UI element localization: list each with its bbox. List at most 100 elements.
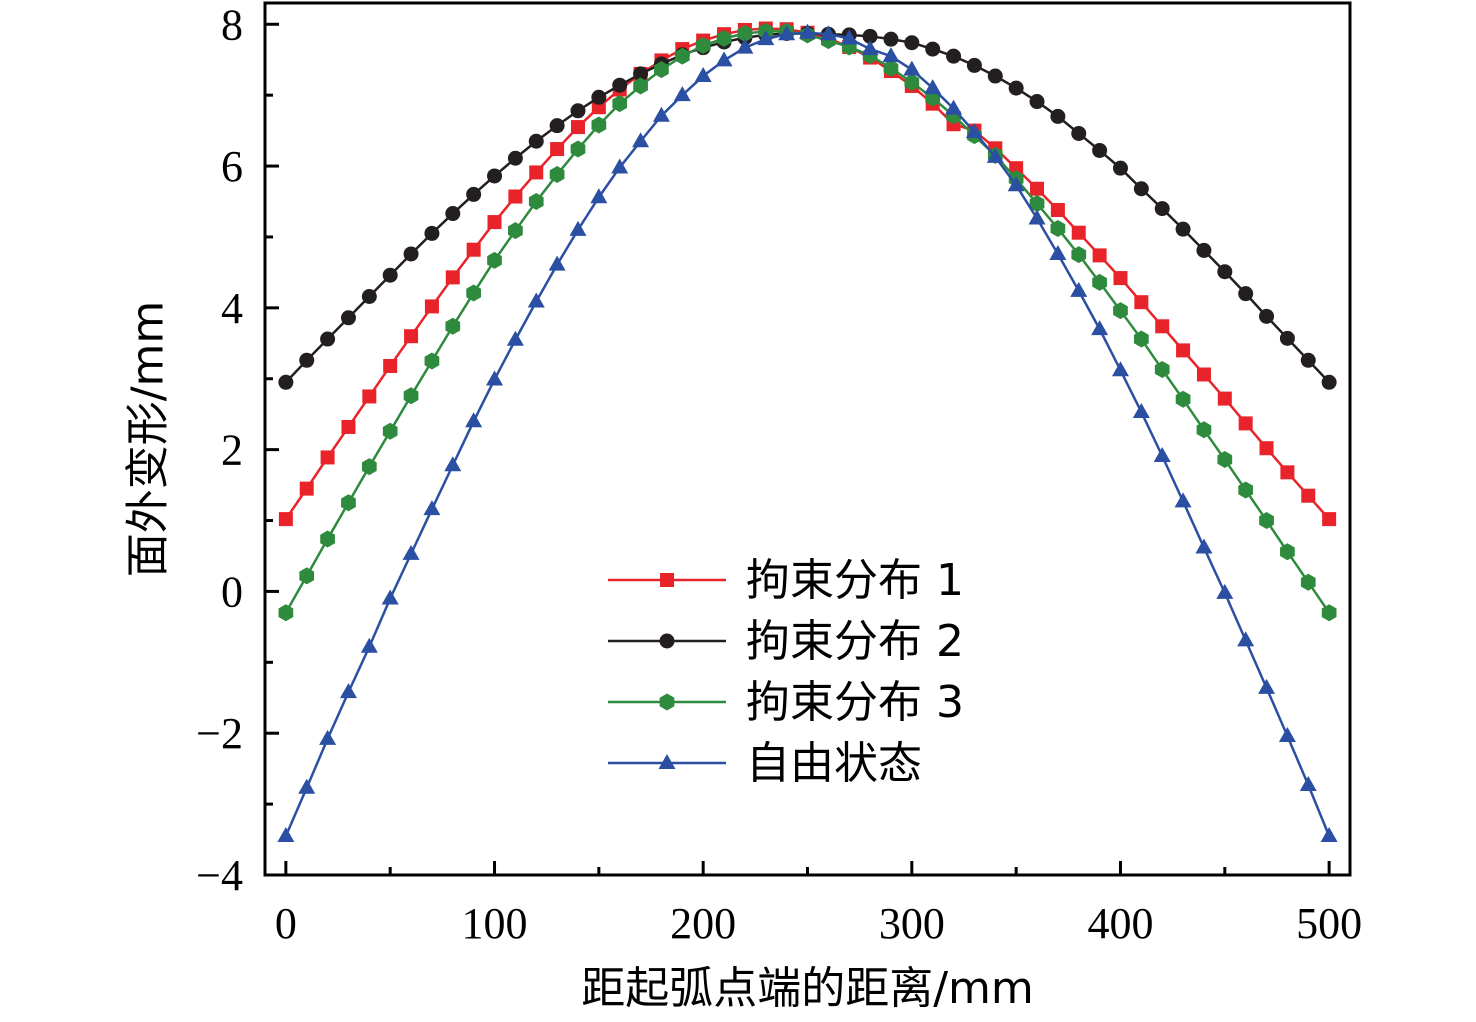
x-axis-label: 距起弧点端的距离/mm — [581, 963, 1034, 1014]
series-group — [277, 21, 1338, 843]
data-point — [633, 77, 648, 95]
data-point — [715, 51, 733, 67]
data-point — [736, 38, 754, 54]
data-point — [1030, 181, 1045, 196]
data-point — [1237, 631, 1255, 647]
y-axis-label: 面外变形/mm — [123, 301, 174, 578]
x-tick-labels: 0 100 200 300 400 500 — [275, 899, 1362, 948]
data-point — [486, 370, 504, 386]
series-line — [284, 32, 1331, 384]
legend: 拘束分布 1 拘束分布 2 拘束分布 3 自由状态 — [608, 555, 964, 789]
data-point — [945, 99, 963, 115]
y-tick-label: 8 — [221, 0, 243, 49]
data-point — [862, 28, 878, 44]
data-point — [1216, 583, 1234, 599]
legend-item: 拘束分布 3 — [608, 677, 964, 728]
data-point — [402, 544, 420, 560]
data-point — [819, 25, 837, 41]
data-point — [1238, 286, 1254, 302]
data-point — [298, 778, 316, 794]
data-point — [1092, 248, 1107, 263]
data-point — [1154, 361, 1170, 379]
data-point — [1113, 271, 1128, 286]
data-point — [778, 25, 796, 41]
legend-marker — [660, 573, 674, 587]
data-point — [1196, 421, 1212, 439]
data-point — [652, 106, 670, 122]
data-point — [528, 193, 544, 210]
legend-label: 自由状态 — [746, 738, 922, 789]
data-point — [445, 270, 460, 285]
data-point — [424, 299, 439, 314]
data-point — [382, 422, 398, 440]
data-point — [925, 41, 941, 57]
legend-marker — [658, 754, 676, 769]
x-tick-label: 0 — [275, 899, 297, 948]
data-point — [1279, 330, 1295, 346]
data-point — [445, 317, 461, 335]
data-point — [549, 118, 565, 134]
data-point — [466, 242, 481, 257]
x-tick-label: 400 — [1087, 899, 1153, 948]
data-point — [924, 79, 942, 95]
data-point — [1111, 361, 1129, 377]
data-point — [382, 267, 398, 283]
data-point — [299, 352, 315, 368]
series-2 — [278, 25, 1337, 390]
data-point — [341, 419, 356, 434]
data-point — [757, 30, 775, 46]
data-point — [361, 289, 377, 305]
data-point — [320, 331, 336, 347]
data-point — [904, 73, 920, 91]
data-point — [987, 68, 1003, 84]
data-point — [1217, 264, 1233, 280]
data-point — [444, 456, 462, 472]
data-point — [1008, 80, 1024, 96]
data-point — [278, 604, 294, 622]
data-point — [507, 150, 523, 166]
data-point — [487, 168, 503, 184]
data-point — [946, 48, 962, 64]
data-point — [883, 59, 899, 77]
data-point — [1301, 488, 1316, 503]
data-point — [1092, 142, 1108, 158]
data-point — [674, 47, 690, 65]
data-point — [861, 40, 879, 56]
data-point — [1259, 308, 1275, 324]
data-point — [673, 86, 691, 102]
data-point — [1321, 604, 1337, 622]
data-point — [1154, 201, 1170, 217]
data-point — [299, 567, 315, 585]
data-point — [1050, 219, 1066, 237]
data-point — [362, 389, 377, 404]
data-point — [299, 481, 314, 496]
data-point — [1217, 451, 1233, 469]
data-point — [320, 530, 335, 548]
series-3 — [278, 22, 1337, 622]
series-line — [284, 30, 1331, 614]
data-point — [1196, 367, 1211, 382]
data-point — [632, 132, 650, 148]
data-point — [611, 158, 629, 174]
data-point — [1049, 244, 1067, 260]
y-tick-label: −4 — [196, 851, 243, 900]
data-point — [1029, 195, 1045, 213]
axis-ticks — [265, 22, 1331, 877]
data-point — [737, 24, 753, 42]
data-point — [550, 142, 565, 157]
legend-marker — [659, 633, 675, 649]
data-point — [1321, 374, 1337, 390]
data-point — [1091, 320, 1109, 336]
data-point — [1007, 176, 1025, 192]
legend-label: 拘束分布 3 — [746, 677, 964, 728]
data-point — [1050, 203, 1065, 218]
data-point — [339, 683, 357, 699]
data-point — [1280, 465, 1295, 480]
data-point — [570, 103, 586, 119]
y-tick-labels: −4 −2 0 2 4 6 8 — [196, 0, 243, 900]
data-point — [1300, 352, 1316, 368]
data-point — [528, 133, 544, 149]
data-point — [591, 116, 607, 134]
data-point — [1259, 441, 1274, 456]
data-point — [1195, 538, 1213, 554]
